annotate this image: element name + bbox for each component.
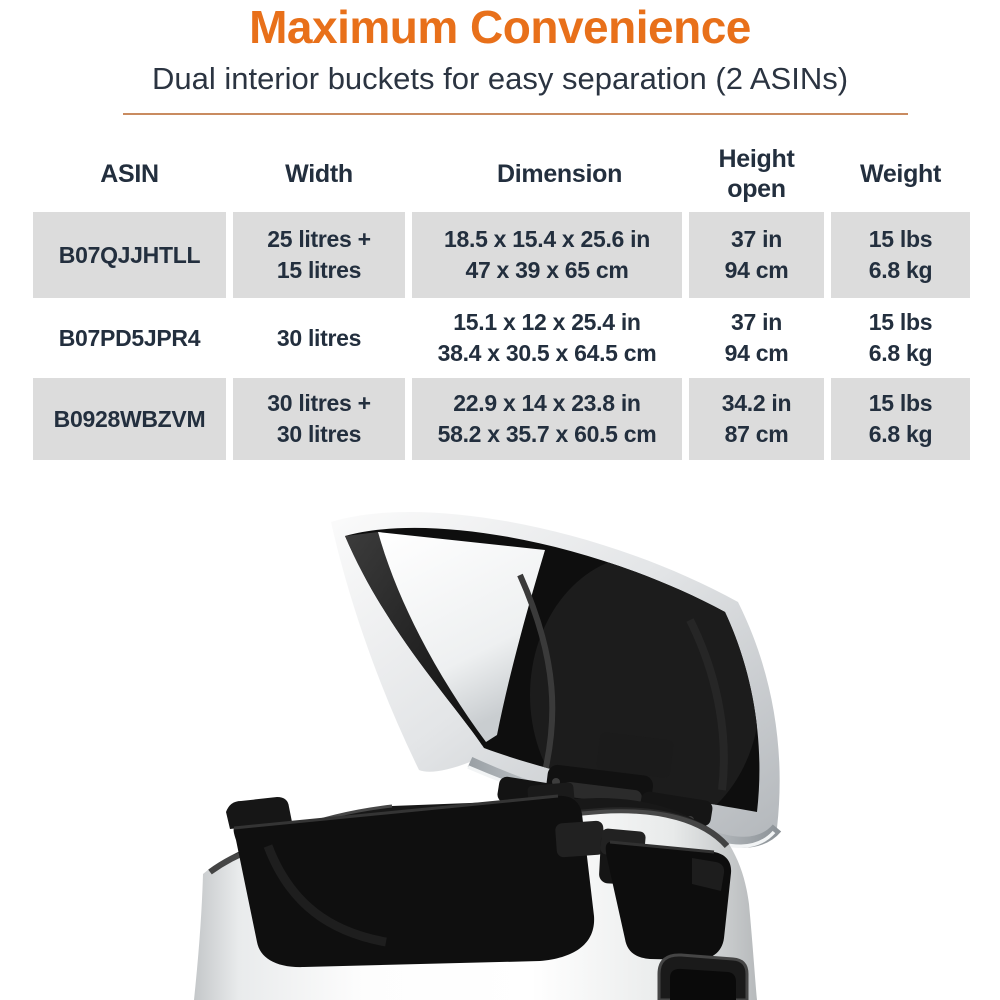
table-cell-height-open: 37 in 94 cm [689, 298, 824, 378]
page-title: Maximum Convenience [249, 1, 751, 53]
table-cell-weight: 15 lbs 6.8 kg [831, 212, 970, 298]
column-header-dimension: Dimension [497, 159, 623, 188]
trash-can-lid [331, 511, 782, 848]
table-cell-width: 30 litres [233, 298, 405, 378]
column-header-weight: Weight [859, 159, 942, 188]
table-cell-asin: B07PD5JPR4 [33, 298, 226, 378]
table-cell-height-open: 37 in 94 cm [689, 212, 824, 298]
table-cell-asin: B0928WBZVM [33, 378, 226, 460]
column-header-asin: ASIN [100, 159, 159, 188]
table-cell-height-open: 34.2 in 87 cm [689, 378, 824, 460]
table-cell-dimension: 15.1 x 12 x 25.4 in 38.4 x 30.5 x 64.5 c… [412, 298, 682, 378]
column-header-height-open: Height open [718, 144, 795, 203]
table-cell-dimension: 22.9 x 14 x 23.8 in 58.2 x 35.7 x 60.5 c… [412, 378, 682, 460]
table-cell-asin: B07QJJHTLL [33, 212, 226, 298]
bucket-left-clip [226, 797, 292, 829]
table-cell-width: 25 litres + 15 litres [233, 212, 405, 298]
bucket-right-clip [692, 858, 725, 891]
spec-table: ASIN Width Dimension Height open Weight … [33, 135, 970, 460]
divider-line [123, 113, 908, 115]
column-header-width: Width [285, 159, 353, 188]
product-image [194, 511, 782, 1000]
bucket-left [226, 782, 595, 968]
bucket-right [600, 828, 732, 961]
page-subtitle: Dual interior buckets for easy separatio… [151, 61, 849, 96]
table-cell-weight: 15 lbs 6.8 kg [831, 298, 970, 378]
table-cell-dimension: 18.5 x 15.4 x 25.6 in 47 x 39 x 65 cm [412, 212, 682, 298]
table-cell-width: 30 litres + 30 litres [233, 378, 405, 460]
body-side-recess [657, 953, 749, 1000]
table-cell-weight: 15 lbs 6.8 kg [831, 378, 970, 460]
